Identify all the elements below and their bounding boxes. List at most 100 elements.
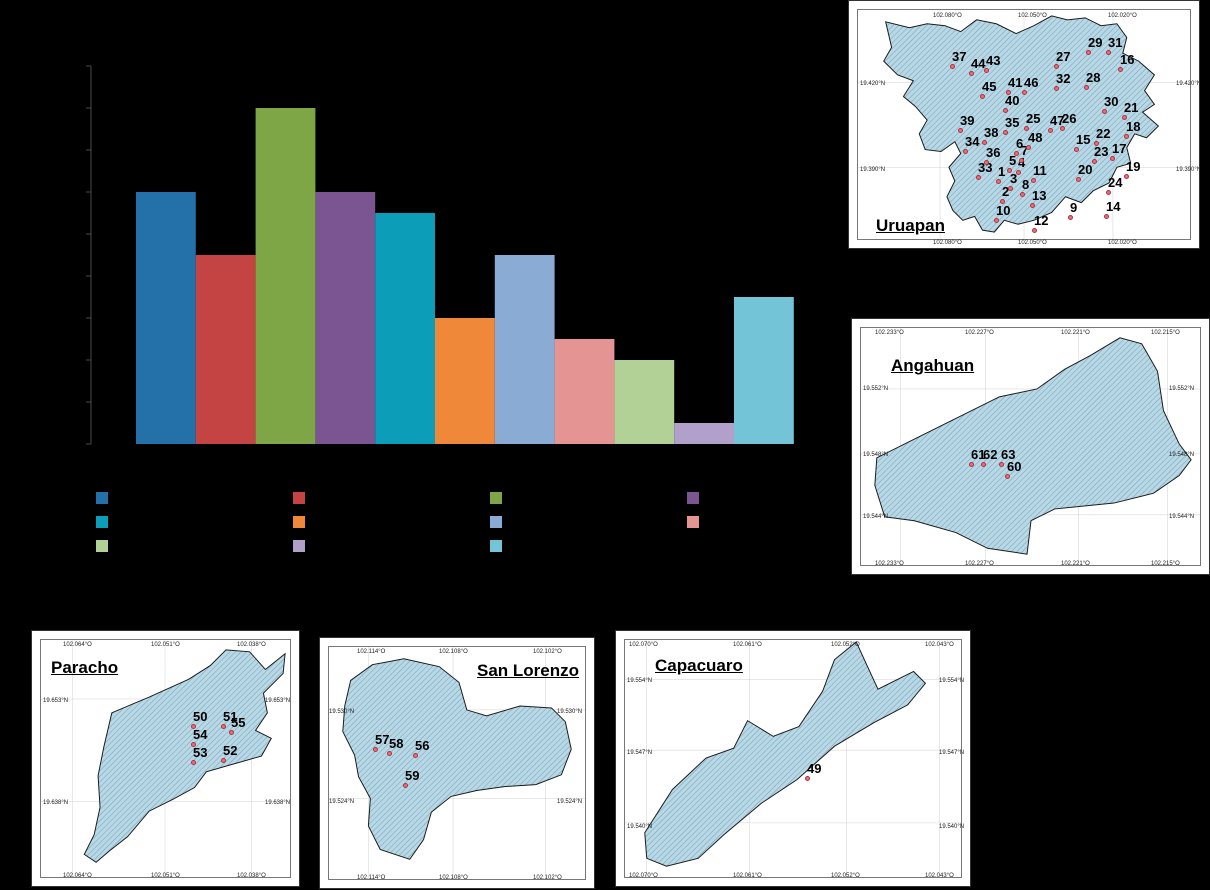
sampling-point-label: 13 — [1032, 188, 1047, 203]
sampling-point-marker — [996, 179, 1001, 184]
coordinate-label-top: 102.050°O — [1018, 13, 1047, 19]
sampling-point-marker — [805, 776, 810, 781]
map-title: San Lorenzo — [477, 661, 580, 680]
coordinate-label-bottom: 102.064°O — [63, 873, 92, 879]
sampling-point-marker — [1032, 228, 1037, 233]
coordinate-label-left: 19.548°N — [863, 452, 889, 458]
coordinate-label-bottom: 102.050°O — [1018, 240, 1047, 246]
sampling-point-marker — [1003, 130, 1008, 135]
sampling-point-label: 60 — [1007, 459, 1022, 474]
sampling-point-label: 62 — [983, 447, 998, 462]
coordinate-label-bottom: 102.061°O — [733, 873, 762, 879]
sampling-point-marker — [976, 175, 981, 180]
sampling-point-marker — [1014, 151, 1019, 156]
sampling-point-label: 39 — [960, 113, 975, 128]
sampling-point-label: 1 — [998, 164, 1006, 179]
legend-swatch — [687, 492, 699, 504]
sampling-point-marker — [969, 462, 974, 467]
sampling-point-marker — [980, 94, 985, 99]
sampling-point-label: 61 — [971, 447, 986, 462]
sampling-point-label: 54 — [193, 727, 208, 742]
sampling-point-label: 26 — [1062, 111, 1077, 126]
sampling-point-label: 3 — [1010, 171, 1018, 186]
coordinate-label-left: 19.540°N — [627, 824, 653, 830]
sampling-point-marker — [1054, 86, 1059, 91]
sampling-point-marker — [403, 783, 408, 788]
sampling-point-label: 33 — [978, 160, 993, 175]
coordinate-label-right: 19.530°N — [557, 709, 583, 715]
coordinate-label-bottom: 102.043°O — [925, 873, 954, 879]
sampling-point-label: 58 — [389, 736, 404, 751]
sampling-point-label: 40 — [1005, 93, 1020, 108]
coordinate-label-right: 19.638°N — [265, 800, 291, 806]
legend-swatch — [293, 540, 305, 552]
map-panel-paracho: Paracho 102.064°O 102.051°O 102.038°O 102.06… — [31, 630, 300, 887]
sampling-point-label: 50 — [193, 709, 208, 724]
sampling-point-label: 6 — [1016, 136, 1024, 151]
sampling-point-label: 49 — [807, 761, 822, 776]
sampling-point-marker — [1102, 109, 1107, 114]
sampling-point-label: 2 — [1002, 184, 1010, 199]
sampling-point-marker — [1110, 156, 1115, 161]
coordinate-label-top: 102.102°O — [533, 649, 562, 655]
coordinate-label-bottom: 102.114°O — [357, 875, 386, 881]
bar-chart — [86, 65, 794, 552]
sampling-point-marker — [1124, 134, 1129, 139]
coordinate-label-top: 102.215°O — [1151, 330, 1180, 336]
sampling-point-marker — [1076, 177, 1081, 182]
bar-7 — [494, 255, 555, 444]
sampling-point-label: 14 — [1106, 199, 1121, 214]
sampling-point-marker — [1048, 128, 1053, 133]
sampling-point-marker — [984, 68, 989, 73]
sampling-point-marker — [1020, 192, 1025, 197]
sampling-point-label: 19 — [1126, 159, 1141, 174]
bar-3 — [255, 108, 316, 444]
sampling-point-marker — [984, 160, 989, 165]
sampling-point-label: 48 — [1028, 130, 1043, 145]
coordinate-label-bottom: 102.052°O — [831, 873, 860, 879]
coordinate-label-right: 19.544°N — [1169, 514, 1195, 520]
coordinate-label-bottom: 102.070°O — [629, 873, 658, 879]
coordinate-label-top: 102.052°O — [831, 642, 860, 648]
sampling-point-marker — [1005, 474, 1010, 479]
sampling-point-label: 43 — [986, 53, 1001, 68]
coordinate-label-bottom: 102.108°O — [439, 875, 468, 881]
sampling-point-label: 22 — [1096, 126, 1111, 141]
sampling-point-marker — [1007, 168, 1012, 173]
sampling-point-label: 56 — [415, 738, 430, 753]
sampling-point-marker — [221, 724, 226, 729]
coordinate-label-top: 102.227°O — [965, 330, 994, 336]
paracho-boundary — [83, 649, 286, 863]
bar-2 — [195, 255, 256, 444]
sampling-point-marker — [1026, 145, 1031, 150]
sampling-point-marker — [191, 724, 196, 729]
legend-swatch — [687, 516, 699, 528]
sampling-point-label: 57 — [375, 732, 390, 747]
coordinate-label-bottom: 102.020°O — [1108, 240, 1137, 246]
sampling-point-label: 15 — [1076, 132, 1091, 147]
sampling-point-label: 12 — [1034, 213, 1049, 228]
coordinate-label-top: 102.043°O — [925, 642, 954, 648]
coordinate-label-left: 19.524°N — [329, 799, 355, 805]
coordinate-label-bottom: 102.102°O — [533, 875, 562, 881]
sampling-point-marker — [1086, 50, 1091, 55]
coordinate-label-left: 19.547°N — [627, 750, 653, 756]
sampling-point-label: 45 — [982, 79, 997, 94]
sampling-point-marker — [191, 760, 196, 765]
sampling-point-marker — [1068, 215, 1073, 220]
coordinate-label-left: 19.552°N — [863, 386, 889, 392]
sampling-point-marker — [1000, 199, 1005, 204]
coordinate-label-right: 19.547°N — [939, 750, 965, 756]
coordinate-label-right: 19.524°N — [557, 799, 583, 805]
coordinate-label-top: 102.051°O — [151, 642, 180, 648]
sampling-point-marker — [1016, 170, 1021, 175]
legend-swatch — [96, 492, 108, 504]
sampling-point-marker — [1054, 64, 1059, 69]
coordinate-label-left: 19.554°N — [627, 678, 653, 684]
coordinate-label-right: 19.554°N — [939, 678, 965, 684]
sampling-point-marker — [1074, 147, 1079, 152]
coordinate-label-top: 102.070°O — [629, 642, 658, 648]
sampling-point-marker — [221, 758, 226, 763]
coordinate-label-right: 19.390°N — [1176, 167, 1200, 173]
coordinate-label-top: 102.221°O — [1061, 330, 1090, 336]
